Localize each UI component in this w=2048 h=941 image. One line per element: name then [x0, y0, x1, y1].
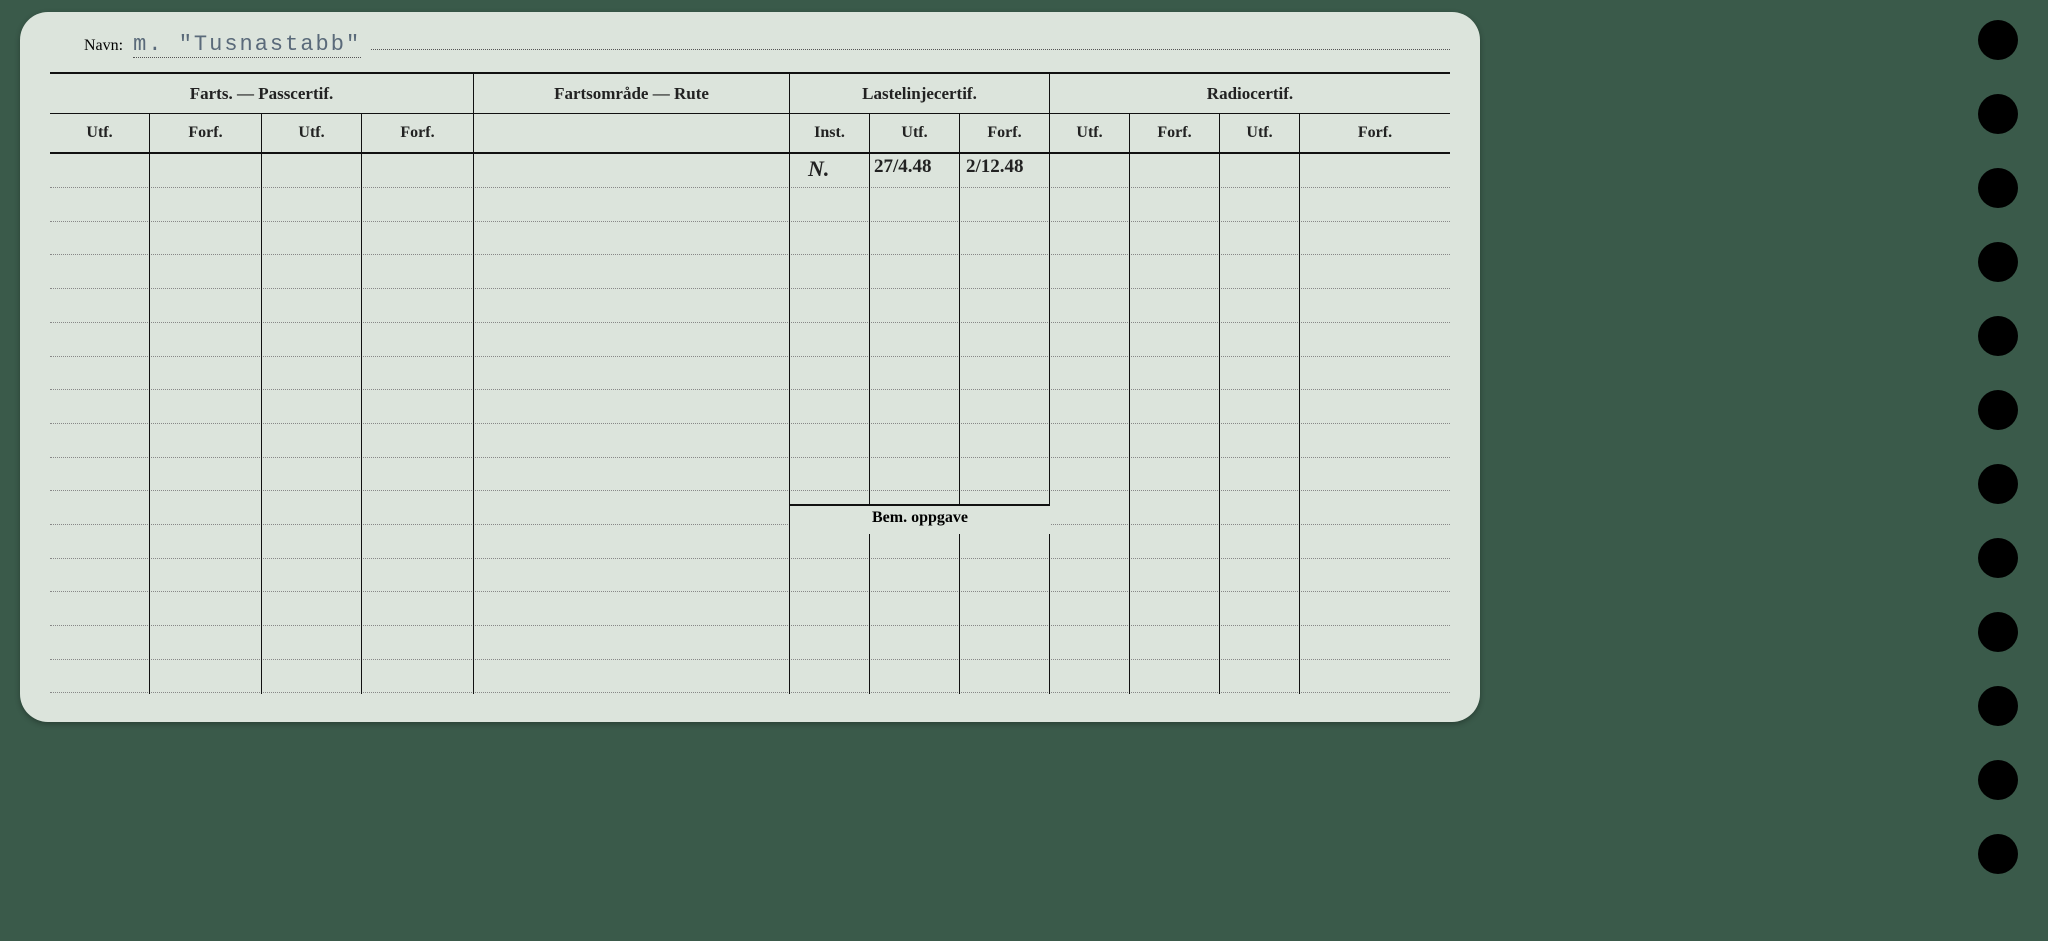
punch-hole [1978, 316, 2018, 356]
punch-hole [1978, 464, 2018, 504]
punch-hole [1978, 168, 2018, 208]
farts-utf-2: Utf. [262, 114, 362, 152]
section-header-row: Farts. — Passcertif. Fartsområde — Rute … [50, 74, 1450, 114]
section-radio: Radiocertif. [1050, 74, 1450, 113]
punch-hole [1978, 760, 2018, 800]
punch-hole [1978, 390, 2018, 430]
navn-underline [371, 28, 1450, 50]
punch-hole [1978, 242, 2018, 282]
vertical-rules [50, 154, 1450, 694]
punch-hole [1978, 94, 2018, 134]
section-laste: Lastelinjecertif. [790, 74, 1050, 113]
bem-oppgave-label: Bem. oppgave [790, 504, 1050, 534]
index-card: Navn: m. "Tusnastabb" Farts. — Passcerti… [20, 12, 1480, 722]
navn-value: m. "Tusnastabb" [133, 32, 361, 58]
rute-sub [474, 114, 790, 152]
radio-forf-2: Forf. [1300, 114, 1450, 152]
navn-row: Navn: m. "Tusnastabb" [84, 28, 1450, 58]
section-rute: Fartsområde — Rute [474, 74, 790, 113]
punch-hole [1978, 20, 2018, 60]
sub-header-row: Utf. Forf. Utf. Forf. Inst. Utf. Forf. U… [50, 114, 1450, 154]
punch-hole [1978, 686, 2018, 726]
section-farts: Farts. — Passcertif. [50, 74, 474, 113]
laste-inst: Inst. [790, 114, 870, 152]
radio-utf-2: Utf. [1220, 114, 1300, 152]
punch-holes [1978, 20, 2018, 874]
hand-forf: 2/12.48 [966, 156, 1024, 178]
farts-forf-1: Forf. [150, 114, 262, 152]
hand-utf: 27/4.48 [874, 156, 932, 178]
navn-label: Navn: [84, 37, 123, 55]
laste-utf: Utf. [870, 114, 960, 152]
radio-forf-1: Forf. [1130, 114, 1220, 152]
punch-hole [1978, 612, 2018, 652]
radio-utf-1: Utf. [1050, 114, 1130, 152]
certificate-grid: Farts. — Passcertif. Fartsområde — Rute … [50, 72, 1450, 692]
punch-hole [1978, 834, 2018, 874]
farts-utf-1: Utf. [50, 114, 150, 152]
farts-forf-2: Forf. [362, 114, 474, 152]
hand-inst: N. [808, 156, 829, 182]
grid-body: N. 27/4.48 2/12.48 Bem. oppgave [50, 154, 1450, 694]
punch-hole [1978, 538, 2018, 578]
laste-forf: Forf. [960, 114, 1050, 152]
